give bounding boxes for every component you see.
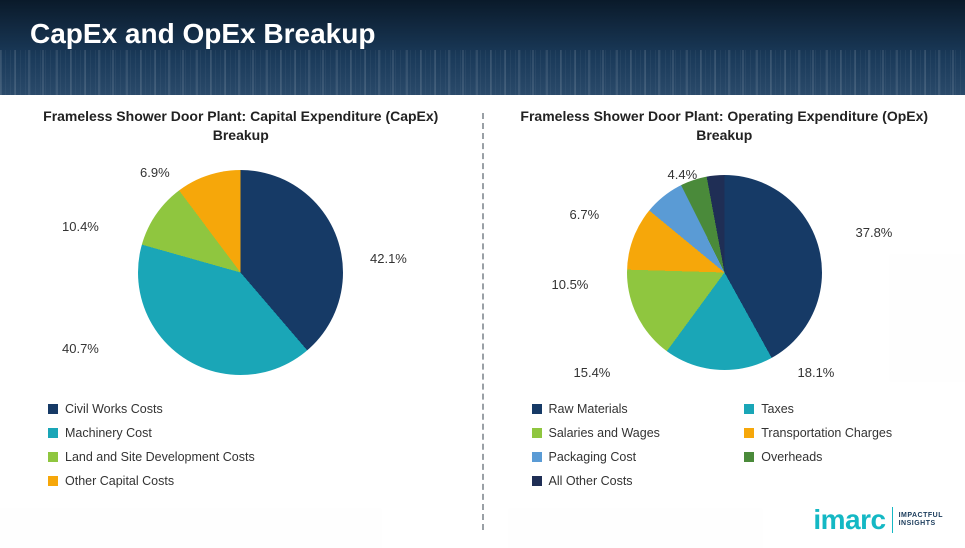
legend-swatch <box>48 452 58 462</box>
opex-pct-label: 18.1% <box>798 365 835 380</box>
opex-pct-label: 10.5% <box>552 277 589 292</box>
capex-legend-item: Machinery Cost <box>48 423 452 443</box>
opex-pie <box>627 175 822 370</box>
opex-pct-label: 6.7% <box>570 207 600 222</box>
opex-pct-label: 4.4% <box>668 167 698 182</box>
legend-label: Raw Materials <box>549 399 628 419</box>
capex-pie-wrap: 42.1% 40.7% 10.4% 6.9% <box>20 153 462 393</box>
legend-label: Transportation Charges <box>761 423 892 443</box>
legend-label: Other Capital Costs <box>65 471 174 491</box>
capex-pct-label: 6.9% <box>140 165 170 180</box>
capex-pct-label: 10.4% <box>62 219 99 234</box>
capex-legend-item: Civil Works Costs <box>48 399 452 419</box>
capex-panel: Frameless Shower Door Plant: Capital Exp… <box>0 95 482 548</box>
logo-tagline: IMPACTFUL INSIGHTS <box>899 512 943 527</box>
capex-pie <box>138 170 343 375</box>
opex-panel: Frameless Shower Door Plant: Operating E… <box>484 95 965 548</box>
opex-legend-item: Raw Materials <box>532 399 723 419</box>
legend-swatch <box>48 404 58 414</box>
content-area: Frameless Shower Door Plant: Capital Exp… <box>0 95 965 548</box>
header-banner: CapEx and OpEx Breakup <box>0 0 965 95</box>
legend-swatch <box>532 428 542 438</box>
legend-swatch <box>48 428 58 438</box>
capex-legend-item: Land and Site Development Costs <box>48 447 452 467</box>
legend-label: Civil Works Costs <box>65 399 163 419</box>
opex-legend-item: Transportation Charges <box>744 423 935 443</box>
legend-swatch <box>532 452 542 462</box>
brand-logo: imarc IMPACTFUL INSIGHTS <box>813 504 943 536</box>
logo-text: imarc <box>813 504 885 536</box>
capex-pct-label: 40.7% <box>62 341 99 356</box>
opex-legend-item: Salaries and Wages <box>532 423 723 443</box>
capex-pct-label: 42.1% <box>370 251 407 266</box>
capex-legend: Civil Works Costs Machinery Cost Land and … <box>20 393 462 491</box>
legend-swatch <box>532 404 542 414</box>
legend-label: Taxes <box>761 399 794 419</box>
legend-label: Overheads <box>761 447 822 467</box>
legend-label: Land and Site Development Costs <box>65 447 255 467</box>
capex-chart-title: Frameless Shower Door Plant: Capital Exp… <box>20 107 462 145</box>
opex-pct-label: 15.4% <box>574 365 611 380</box>
opex-pie-wrap: 37.8% 18.1% 15.4% 10.5% 6.7% 4.4% <box>504 153 946 393</box>
opex-legend: Raw Materials Taxes Salaries and Wages Tran… <box>504 393 946 491</box>
page-title: CapEx and OpEx Breakup <box>30 18 935 50</box>
opex-legend-item: Packaging Cost <box>532 447 723 467</box>
opex-legend-item: All Other Costs <box>532 471 723 491</box>
legend-swatch <box>744 452 754 462</box>
legend-label: Packaging Cost <box>549 447 637 467</box>
capex-legend-item: Other Capital Costs <box>48 471 452 491</box>
legend-label: Salaries and Wages <box>549 423 660 443</box>
legend-label: Machinery Cost <box>65 423 152 443</box>
legend-swatch <box>744 404 754 414</box>
opex-legend-item: Overheads <box>744 447 935 467</box>
opex-legend-item: Taxes <box>744 399 935 419</box>
logo-separator <box>892 507 893 533</box>
legend-swatch <box>532 476 542 486</box>
legend-label: All Other Costs <box>549 471 633 491</box>
legend-swatch <box>48 476 58 486</box>
opex-chart-title: Frameless Shower Door Plant: Operating E… <box>504 107 946 145</box>
legend-swatch <box>744 428 754 438</box>
opex-pct-label: 37.8% <box>856 225 893 240</box>
